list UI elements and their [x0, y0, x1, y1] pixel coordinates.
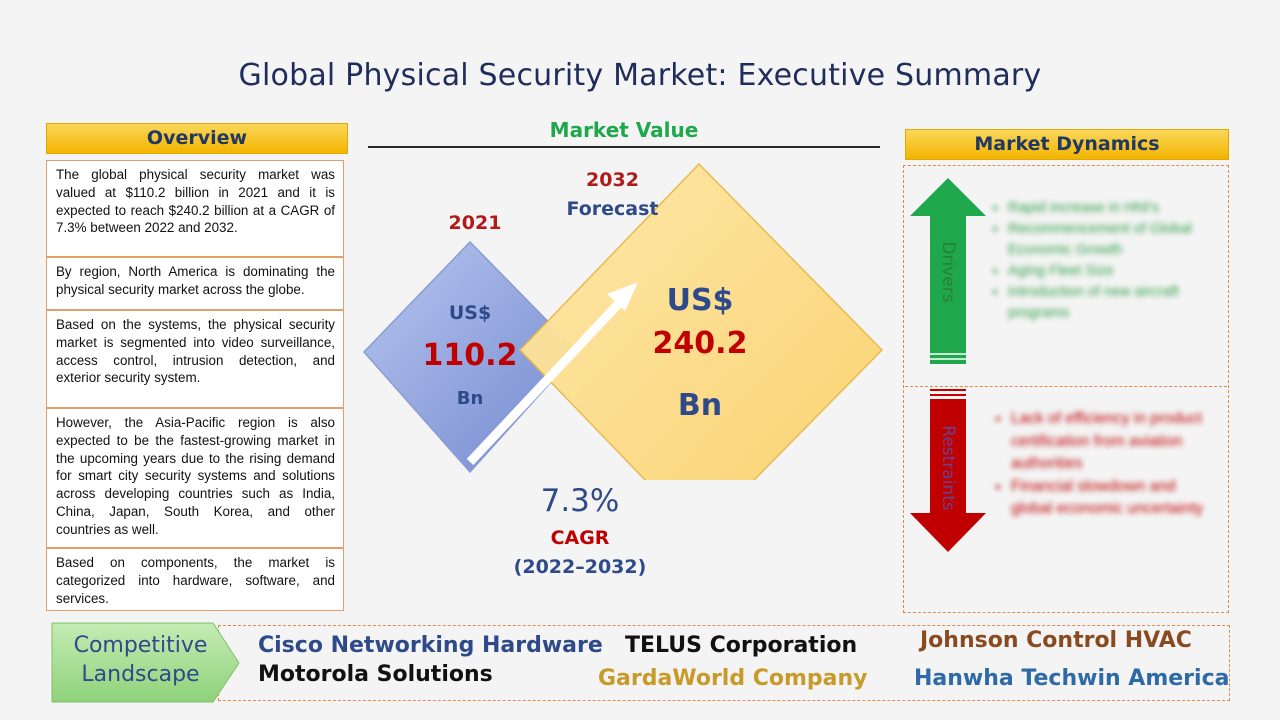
driver-item: Aging Fleet Size [1008, 261, 1215, 282]
market-dynamics-header: Market Dynamics [905, 129, 1229, 160]
competitive-landscape-arrow [51, 622, 240, 703]
value-2032-unit: Bn [677, 388, 723, 423]
restraints-list: Lack of efficiency in product certificat… [993, 408, 1215, 521]
market-dynamics-header-label: Market Dynamics [974, 133, 1160, 155]
overview-paragraph-5: Based on components, the market is categ… [46, 548, 344, 611]
company-telus: TELUS Corporation [625, 633, 858, 658]
restraint-item: Financial slowdown and global economic u… [1011, 476, 1215, 521]
drivers-arrow-icon [910, 178, 986, 364]
value-2021-unit: Bn [456, 388, 484, 409]
overview-paragraph-1: The global physical security market was … [46, 160, 344, 257]
restraints-arrow-icon [910, 389, 986, 552]
drivers-label: Drivers [938, 241, 958, 303]
market-value-header: Market Value [549, 118, 699, 142]
value-2032-currency: US$ [666, 283, 734, 318]
overview-paragraph-3: Based on the systems, the physical secur… [46, 310, 344, 408]
overview-header: Overview [46, 123, 348, 154]
overview-header-label: Overview [146, 127, 248, 149]
driver-item: Introduction of new aircraft programs [1008, 282, 1215, 324]
company-hanwha: Hanwha Techwin America [914, 666, 1230, 691]
company-johnson: Johnson Control HVAC [920, 628, 1192, 653]
growth-arrow-icon [466, 282, 638, 466]
year-2021-label: 2021 [448, 212, 502, 234]
page-title: Global Physical Security Market: Executi… [238, 58, 1042, 93]
company-motorola: Motorola Solutions [258, 662, 493, 687]
value-2021-amount: 110.2 [422, 338, 518, 373]
forecast-label: Forecast [566, 198, 659, 220]
cagr-period: (2022–2032) [513, 556, 647, 578]
market-dynamics-frame [903, 165, 1229, 613]
competitive-label-line2: Landscape [81, 662, 200, 687]
restraint-item: Lack of efficiency in product certificat… [1011, 408, 1215, 476]
overview-paragraph-2: By region, North America is dominating t… [46, 257, 344, 310]
company-gardaworld: GardaWorld Company [598, 666, 868, 691]
diamond-2032 [518, 162, 884, 480]
overview-paragraph-4: However, the Asia-Pacific region is also… [46, 408, 344, 548]
value-2021-currency: US$ [448, 302, 492, 324]
market-value-divider [368, 146, 880, 148]
dynamics-divider [905, 386, 1227, 387]
drivers-list: Rapid increase in HNI's Recommencement o… [990, 198, 1215, 324]
driver-item: Recommencement of Global Economic Growth [1008, 219, 1215, 261]
competitive-label-line1: Competitive [73, 633, 208, 658]
cagr-label: CAGR [550, 527, 610, 549]
market-value-diamonds [362, 162, 884, 480]
restraints-label: Restraints [938, 425, 958, 511]
company-cisco: Cisco Networking Hardware [258, 633, 603, 658]
driver-item: Rapid increase in HNI's [1008, 198, 1215, 219]
cagr-value: 7.3% [540, 483, 620, 519]
diamond-2021 [362, 240, 580, 474]
value-2032-amount: 240.2 [652, 326, 748, 361]
year-2032-label: 2032 [586, 169, 639, 191]
